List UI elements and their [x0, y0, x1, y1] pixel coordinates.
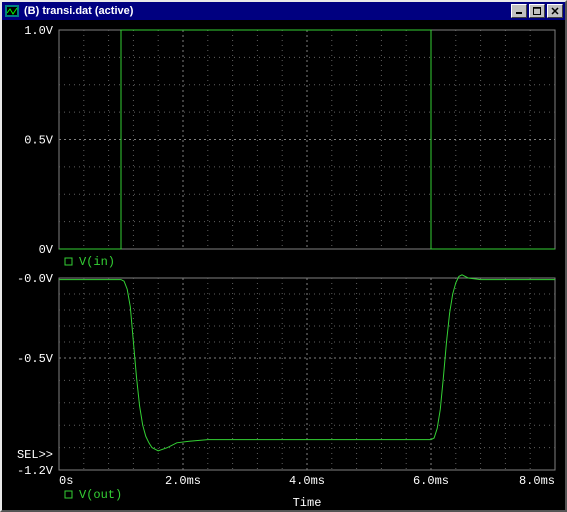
x-tick-label: 8.0ms — [519, 474, 555, 488]
y-tick-label: -0.5V — [17, 352, 54, 366]
close-button[interactable] — [547, 4, 563, 18]
x-tick-label: 0s — [59, 474, 73, 488]
y-tick-label: 1.0V — [24, 24, 54, 38]
window-title: (B) transi.dat (active) — [24, 5, 509, 17]
y-tick-label: 0V — [39, 243, 54, 257]
legend-label: V(out) — [79, 488, 122, 502]
legend-label: V(in) — [79, 255, 115, 269]
x-axis-label: Time — [293, 496, 322, 510]
plot-area[interactable]: 0V 0.5V 1.0V V(in) -1.2V -0.5V -0.0V V(out) 0s 2.… — [2, 20, 565, 510]
app-window: (B) transi.dat (active) 0V 0.5V 1.0V V(in) -… — [0, 0, 567, 512]
x-tick-label: 4.0ms — [289, 474, 325, 488]
app-icon[interactable] — [4, 4, 20, 18]
window-controls — [509, 4, 563, 18]
x-tick-label: 6.0ms — [413, 474, 449, 488]
x-tick-label: 2.0ms — [165, 474, 201, 488]
y-tick-label: -1.2V — [17, 464, 54, 478]
maximize-button[interactable] — [529, 4, 545, 18]
y-tick-label: -0.0V — [17, 272, 54, 286]
sel-marker: SEL>> — [17, 448, 53, 462]
minimize-button[interactable] — [511, 4, 527, 18]
plot-svg: 0V 0.5V 1.0V V(in) -1.2V -0.5V -0.0V V(out) 0s 2.… — [2, 20, 565, 510]
y-tick-label: 0.5V — [24, 134, 54, 148]
titlebar[interactable]: (B) transi.dat (active) — [2, 2, 565, 20]
